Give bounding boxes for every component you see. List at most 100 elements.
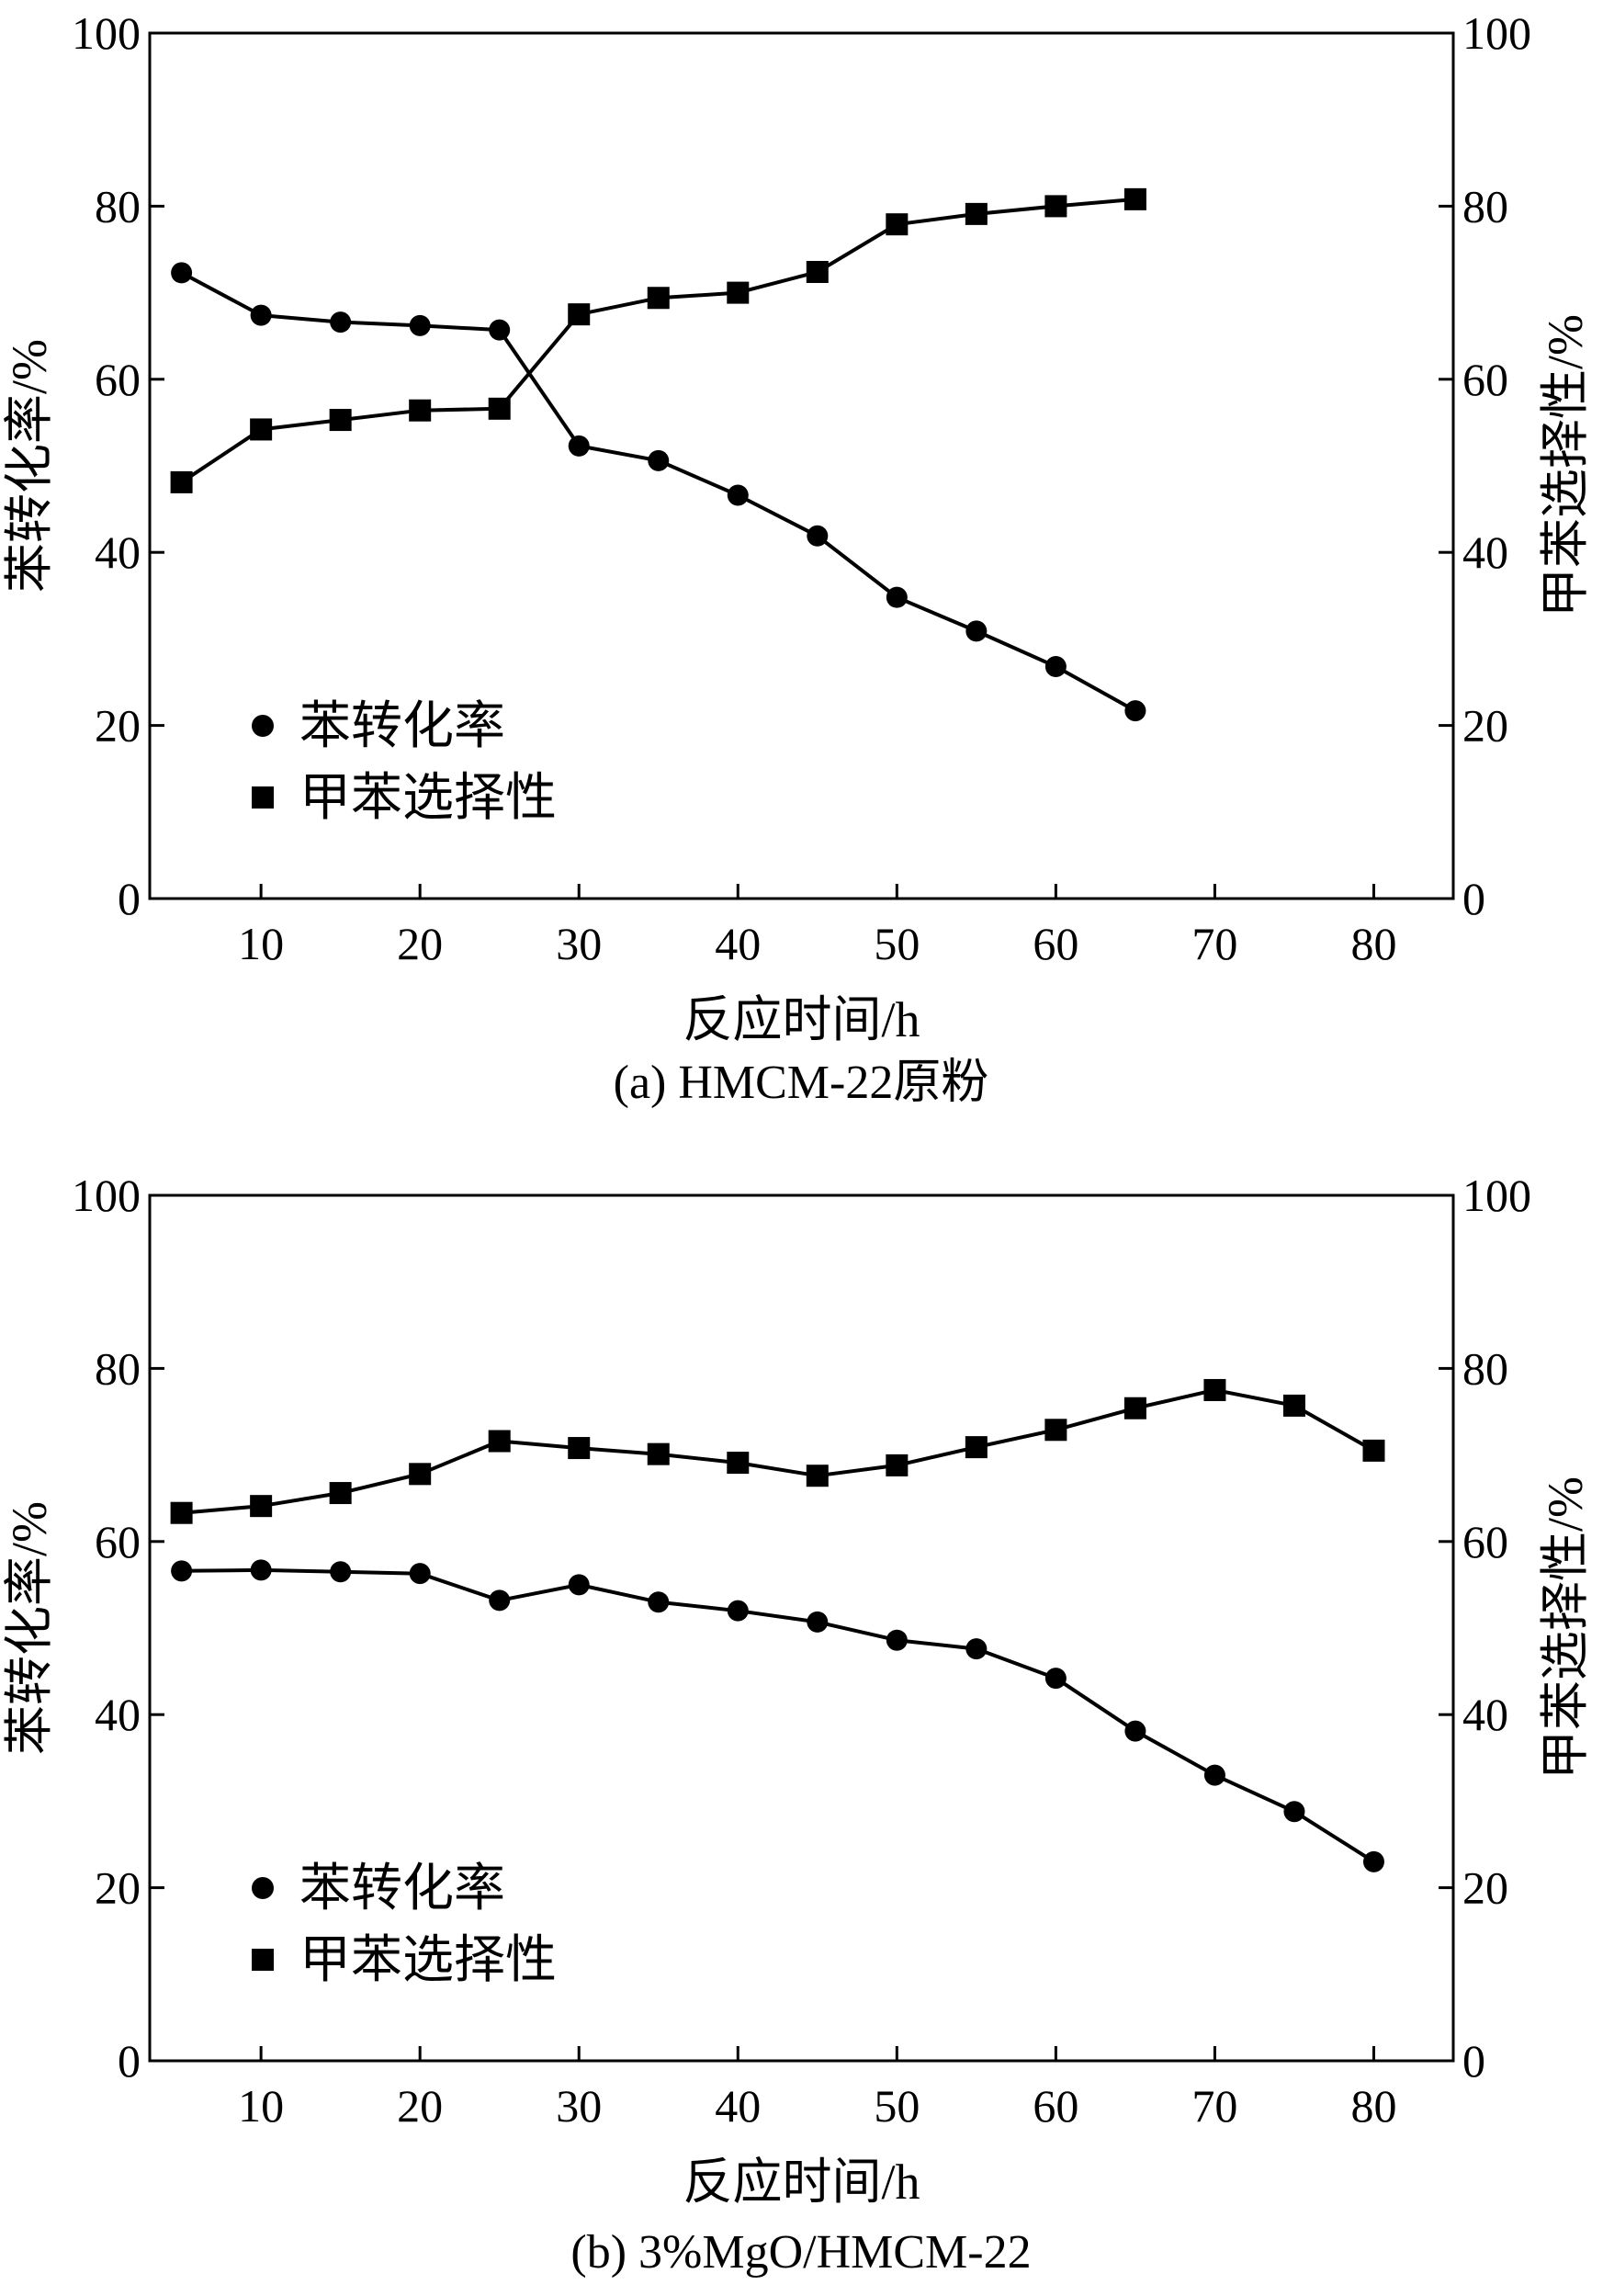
data-point-circle: [330, 311, 352, 334]
data-point-square: [409, 399, 432, 422]
data-point-circle: [489, 1589, 511, 1612]
x-tick-label: 60: [1033, 2080, 1078, 2132]
data-point-square: [965, 202, 988, 225]
x-tick-label: 80: [1350, 918, 1396, 969]
data-point-circle: [1044, 656, 1067, 678]
y-tick-label-left: 100: [72, 7, 141, 59]
data-point-circle: [1124, 700, 1146, 722]
data-point-circle: [171, 1560, 193, 1582]
data-point-square: [965, 1436, 988, 1459]
data-point-circle: [171, 262, 193, 284]
series-line: [181, 1567, 1375, 1863]
data-point-circle: [409, 1563, 431, 1585]
series-toluene-selectivity: [170, 1378, 1385, 1524]
x-tick-label: 50: [874, 918, 920, 969]
x-tick-label: 70: [1191, 918, 1237, 969]
data-point-square: [727, 1452, 750, 1475]
y-axis-title-left: 苯转化率/%: [2, 339, 57, 593]
data-point-square: [250, 1495, 273, 1518]
y-tick-label-left: 20: [95, 1862, 141, 1914]
data-point-circle: [648, 449, 670, 471]
data-point-circle: [807, 525, 829, 547]
legend-marker-square: [252, 786, 274, 809]
series-toluene-selectivity: [170, 187, 1146, 493]
x-tick-label: 20: [397, 2080, 443, 2132]
y-tick-label-left: 40: [95, 526, 141, 578]
data-point-square: [1123, 187, 1146, 210]
y-tick-label-right: 0: [1462, 873, 1485, 924]
x-tick-label: 10: [238, 2080, 284, 2132]
data-point-circle: [886, 1629, 908, 1651]
data-point-square: [1282, 1394, 1305, 1417]
y-tick-label-right: 20: [1462, 700, 1508, 752]
series-line: [181, 1387, 1375, 1515]
y-tick-label-right: 40: [1462, 526, 1508, 578]
data-point-square: [488, 1430, 511, 1453]
y-tick-label-left: 60: [95, 1516, 141, 1567]
x-tick-label: 60: [1033, 918, 1078, 969]
data-point-square: [806, 260, 829, 283]
data-point-square: [170, 470, 193, 493]
x-tick-label: 50: [874, 2080, 920, 2132]
y-tick-label-left: 40: [95, 1689, 141, 1740]
panel-caption: (b) 3%MgO/HMCM-22: [570, 2226, 1031, 2279]
y-axis-title-left: 苯转化率/%: [2, 1501, 57, 1755]
y-tick-label-left: 80: [95, 180, 141, 232]
data-point-circle: [1203, 1764, 1225, 1786]
legend-marker-circle: [252, 715, 274, 737]
data-point-square: [806, 1465, 829, 1487]
data-point-circle: [807, 1611, 829, 1633]
data-point-square: [170, 1501, 193, 1524]
y-tick-label-right: 0: [1462, 2035, 1485, 2087]
data-point-square: [568, 303, 591, 326]
y-tick-label-left: 80: [95, 1342, 141, 1394]
data-point-circle: [965, 620, 988, 642]
data-point-square: [1123, 1397, 1146, 1419]
y-axis-title-right: 甲苯选择性/%: [1538, 314, 1593, 617]
y-tick-label-left: 0: [118, 2035, 141, 2087]
data-point-square: [1362, 1439, 1385, 1462]
series-line: [180, 197, 1136, 484]
x-tick-label: 70: [1191, 2080, 1237, 2132]
series-benzene-conversion: [171, 1559, 1384, 1872]
y-tick-label-right: 40: [1462, 1689, 1508, 1740]
plot-frame: [148, 1193, 1455, 2063]
data-point-circle: [727, 484, 749, 506]
x-axis-title: 反应时间/h: [683, 2155, 920, 2210]
data-point-square: [727, 281, 750, 304]
data-point-circle: [1124, 1720, 1146, 1742]
y-tick-label-left: 20: [95, 700, 141, 752]
data-point-circle: [1362, 1850, 1384, 1872]
data-point-circle: [330, 1561, 352, 1583]
legend-label: 甲苯选择性: [299, 1932, 557, 1989]
y-tick-label-right: 20: [1462, 1862, 1508, 1914]
data-point-circle: [409, 314, 431, 336]
data-point-square: [329, 1482, 352, 1505]
y-tick-label-right: 80: [1462, 180, 1508, 232]
data-point-square: [1044, 1419, 1067, 1442]
data-point-square: [647, 1442, 670, 1465]
data-point-circle: [568, 1574, 590, 1596]
data-point-circle: [568, 435, 590, 457]
data-point-circle: [250, 1559, 272, 1581]
data-point-square: [488, 397, 511, 420]
data-point-circle: [648, 1591, 670, 1613]
x-tick-label: 80: [1350, 2080, 1396, 2132]
series-line: [180, 271, 1136, 713]
x-axis-title: 反应时间/h: [683, 992, 920, 1047]
legend-marker-square: [252, 1949, 274, 1971]
y-tick-label-right: 80: [1462, 1342, 1508, 1394]
x-tick-label: 40: [715, 2080, 761, 2132]
data-point-square: [329, 409, 352, 432]
data-point-circle: [965, 1638, 988, 1660]
y-tick-label-left: 100: [72, 1170, 141, 1221]
data-point-square: [1044, 195, 1067, 218]
x-tick-label: 10: [238, 918, 284, 969]
data-point-square: [647, 287, 670, 310]
y-tick-label-right: 60: [1462, 354, 1508, 405]
y-axis-title-right: 甲苯选择性/%: [1538, 1476, 1593, 1780]
chart-panel-a: 10 20 30 40 50 60 70 80 0 0 20 20 40 40 60 60 80 80 100 100…: [2, 7, 1593, 1109]
